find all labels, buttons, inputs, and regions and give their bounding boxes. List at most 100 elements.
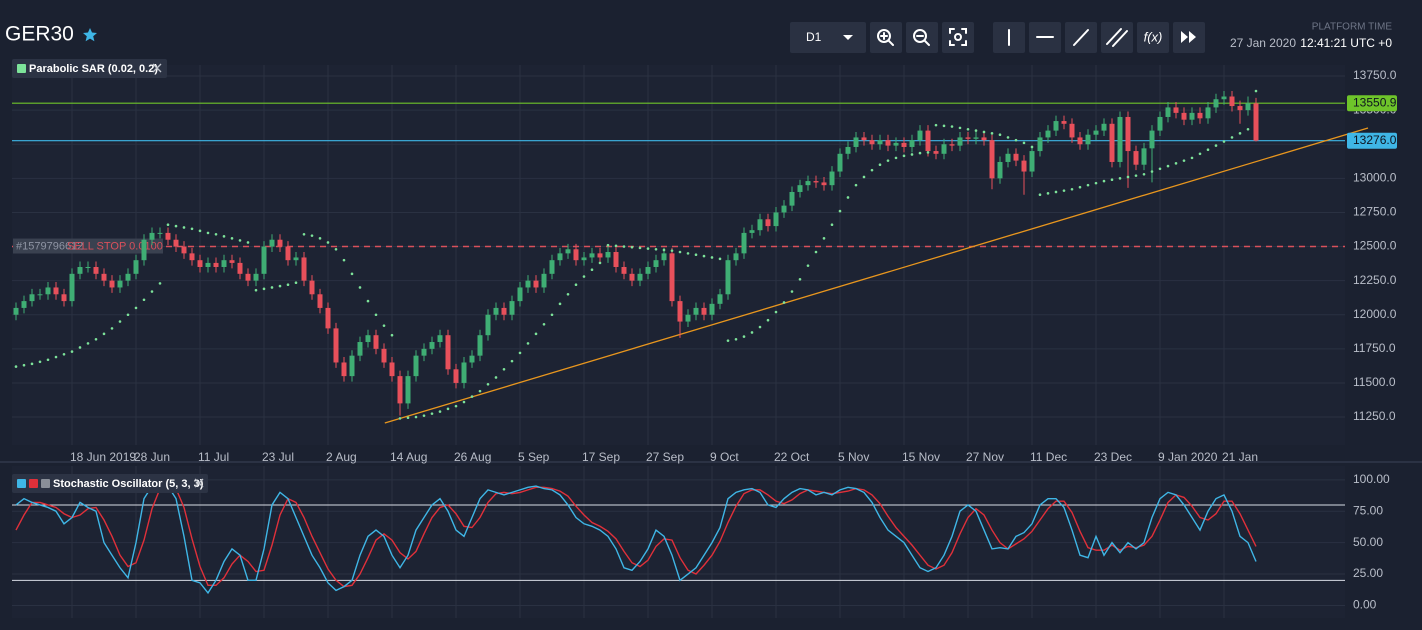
sar-dot — [895, 157, 898, 160]
candle-body — [950, 144, 955, 145]
sar-dot — [111, 327, 114, 330]
sar-dot — [1079, 186, 1082, 189]
candle-body — [102, 274, 107, 281]
y-tick-label: 12500.0 — [1353, 239, 1397, 253]
candle-body — [22, 301, 27, 308]
candle-body — [478, 335, 483, 355]
fit-button[interactable] — [942, 22, 974, 53]
x-tick-label: 27 Nov — [966, 450, 1004, 464]
candle-body — [1254, 103, 1259, 140]
candle-body — [654, 260, 659, 267]
sar-dot — [967, 128, 970, 131]
candle-body — [502, 308, 507, 315]
zoom-out-button[interactable] — [906, 22, 938, 53]
sar-dot — [271, 286, 274, 289]
candle-body — [70, 274, 75, 301]
sar-dot — [47, 358, 50, 361]
candle-body — [342, 362, 347, 376]
sar-dot — [455, 405, 458, 408]
sar-dot — [751, 331, 754, 334]
candle-body — [238, 263, 243, 274]
sar-dot — [447, 408, 450, 411]
x-tick-label: 14 Aug — [390, 450, 427, 464]
sar-dot — [415, 416, 418, 419]
candle-body — [62, 294, 67, 301]
y-tick-label: 0.00 — [1353, 598, 1377, 612]
candle-body — [758, 219, 763, 230]
candle-body — [230, 260, 235, 263]
sar-dot — [511, 360, 514, 363]
timeframe-select[interactable] — [790, 22, 866, 53]
sar-dot — [359, 286, 362, 289]
candle-body — [814, 181, 819, 182]
candle-body — [886, 140, 891, 145]
sar-dot — [527, 342, 530, 345]
candle-body — [1094, 131, 1099, 135]
sar-dot — [335, 248, 338, 251]
candle-body — [710, 304, 715, 315]
x-tick-label: 9 Oct — [710, 450, 739, 464]
channel-tool[interactable] — [1101, 22, 1133, 53]
sar-dot — [703, 255, 706, 258]
candle-body — [1014, 154, 1019, 161]
sar-dot — [1031, 146, 1034, 149]
sar-dot — [559, 303, 562, 306]
candle-body — [622, 267, 627, 274]
sar-dot — [695, 253, 698, 256]
y-tick-label: 11250.0 — [1353, 409, 1396, 423]
y-tick-label: 12750.0 — [1353, 205, 1397, 219]
candle-body — [1158, 117, 1163, 131]
candle-body — [198, 260, 203, 267]
sar-dot — [1127, 176, 1130, 179]
candle-body — [1214, 99, 1219, 107]
candle-body — [846, 147, 851, 154]
candle-body — [1198, 113, 1203, 118]
sar-dot — [223, 235, 226, 238]
candle-body — [1110, 124, 1115, 162]
sar-dot — [1007, 136, 1010, 139]
sar-label: Parabolic SAR (0.02, 0.2) — [29, 63, 158, 75]
sar-dot — [1063, 189, 1066, 192]
sar-dot — [927, 151, 930, 154]
sar-dot — [391, 334, 394, 337]
sar-dot — [343, 259, 346, 262]
sar-dot — [975, 129, 978, 132]
sar-dot — [583, 275, 586, 278]
sar-dot — [87, 342, 90, 345]
sar-dot — [1159, 167, 1162, 170]
candle-body — [326, 308, 331, 328]
sar-dot — [815, 251, 818, 254]
candle-body — [86, 267, 91, 268]
candle-body — [414, 356, 419, 376]
candle-body — [854, 137, 859, 147]
sar-dot — [647, 247, 650, 250]
candle-body — [190, 253, 195, 260]
candle-body — [542, 274, 547, 288]
sar-dot — [959, 127, 962, 130]
sar-dot — [231, 237, 234, 240]
candle-body — [1134, 151, 1139, 165]
candle-body — [518, 287, 523, 301]
candle-body — [406, 376, 411, 403]
sar-dot — [463, 401, 466, 404]
sar-dot — [23, 364, 26, 367]
candle-body — [446, 335, 451, 369]
zoom-in-button[interactable] — [870, 22, 902, 53]
sar-dot — [15, 365, 18, 368]
candle-body — [1070, 124, 1075, 138]
sar-dot — [1223, 140, 1226, 143]
sar-dot — [279, 285, 282, 288]
x-tick-label: 15 Nov — [902, 450, 940, 464]
x-tick-label: 11 Dec — [1030, 450, 1067, 464]
sar-dot — [783, 301, 786, 304]
sar-dot — [631, 246, 634, 249]
candle-body — [262, 247, 267, 274]
sar-dot — [799, 278, 802, 281]
x-tick-label: 17 Sep — [582, 450, 620, 464]
candle-body — [182, 247, 187, 254]
d-swatch — [29, 479, 38, 488]
sar-dot — [1207, 148, 1210, 151]
candle-body — [286, 247, 291, 261]
candle-body — [894, 143, 899, 146]
candle-body — [1206, 107, 1211, 118]
